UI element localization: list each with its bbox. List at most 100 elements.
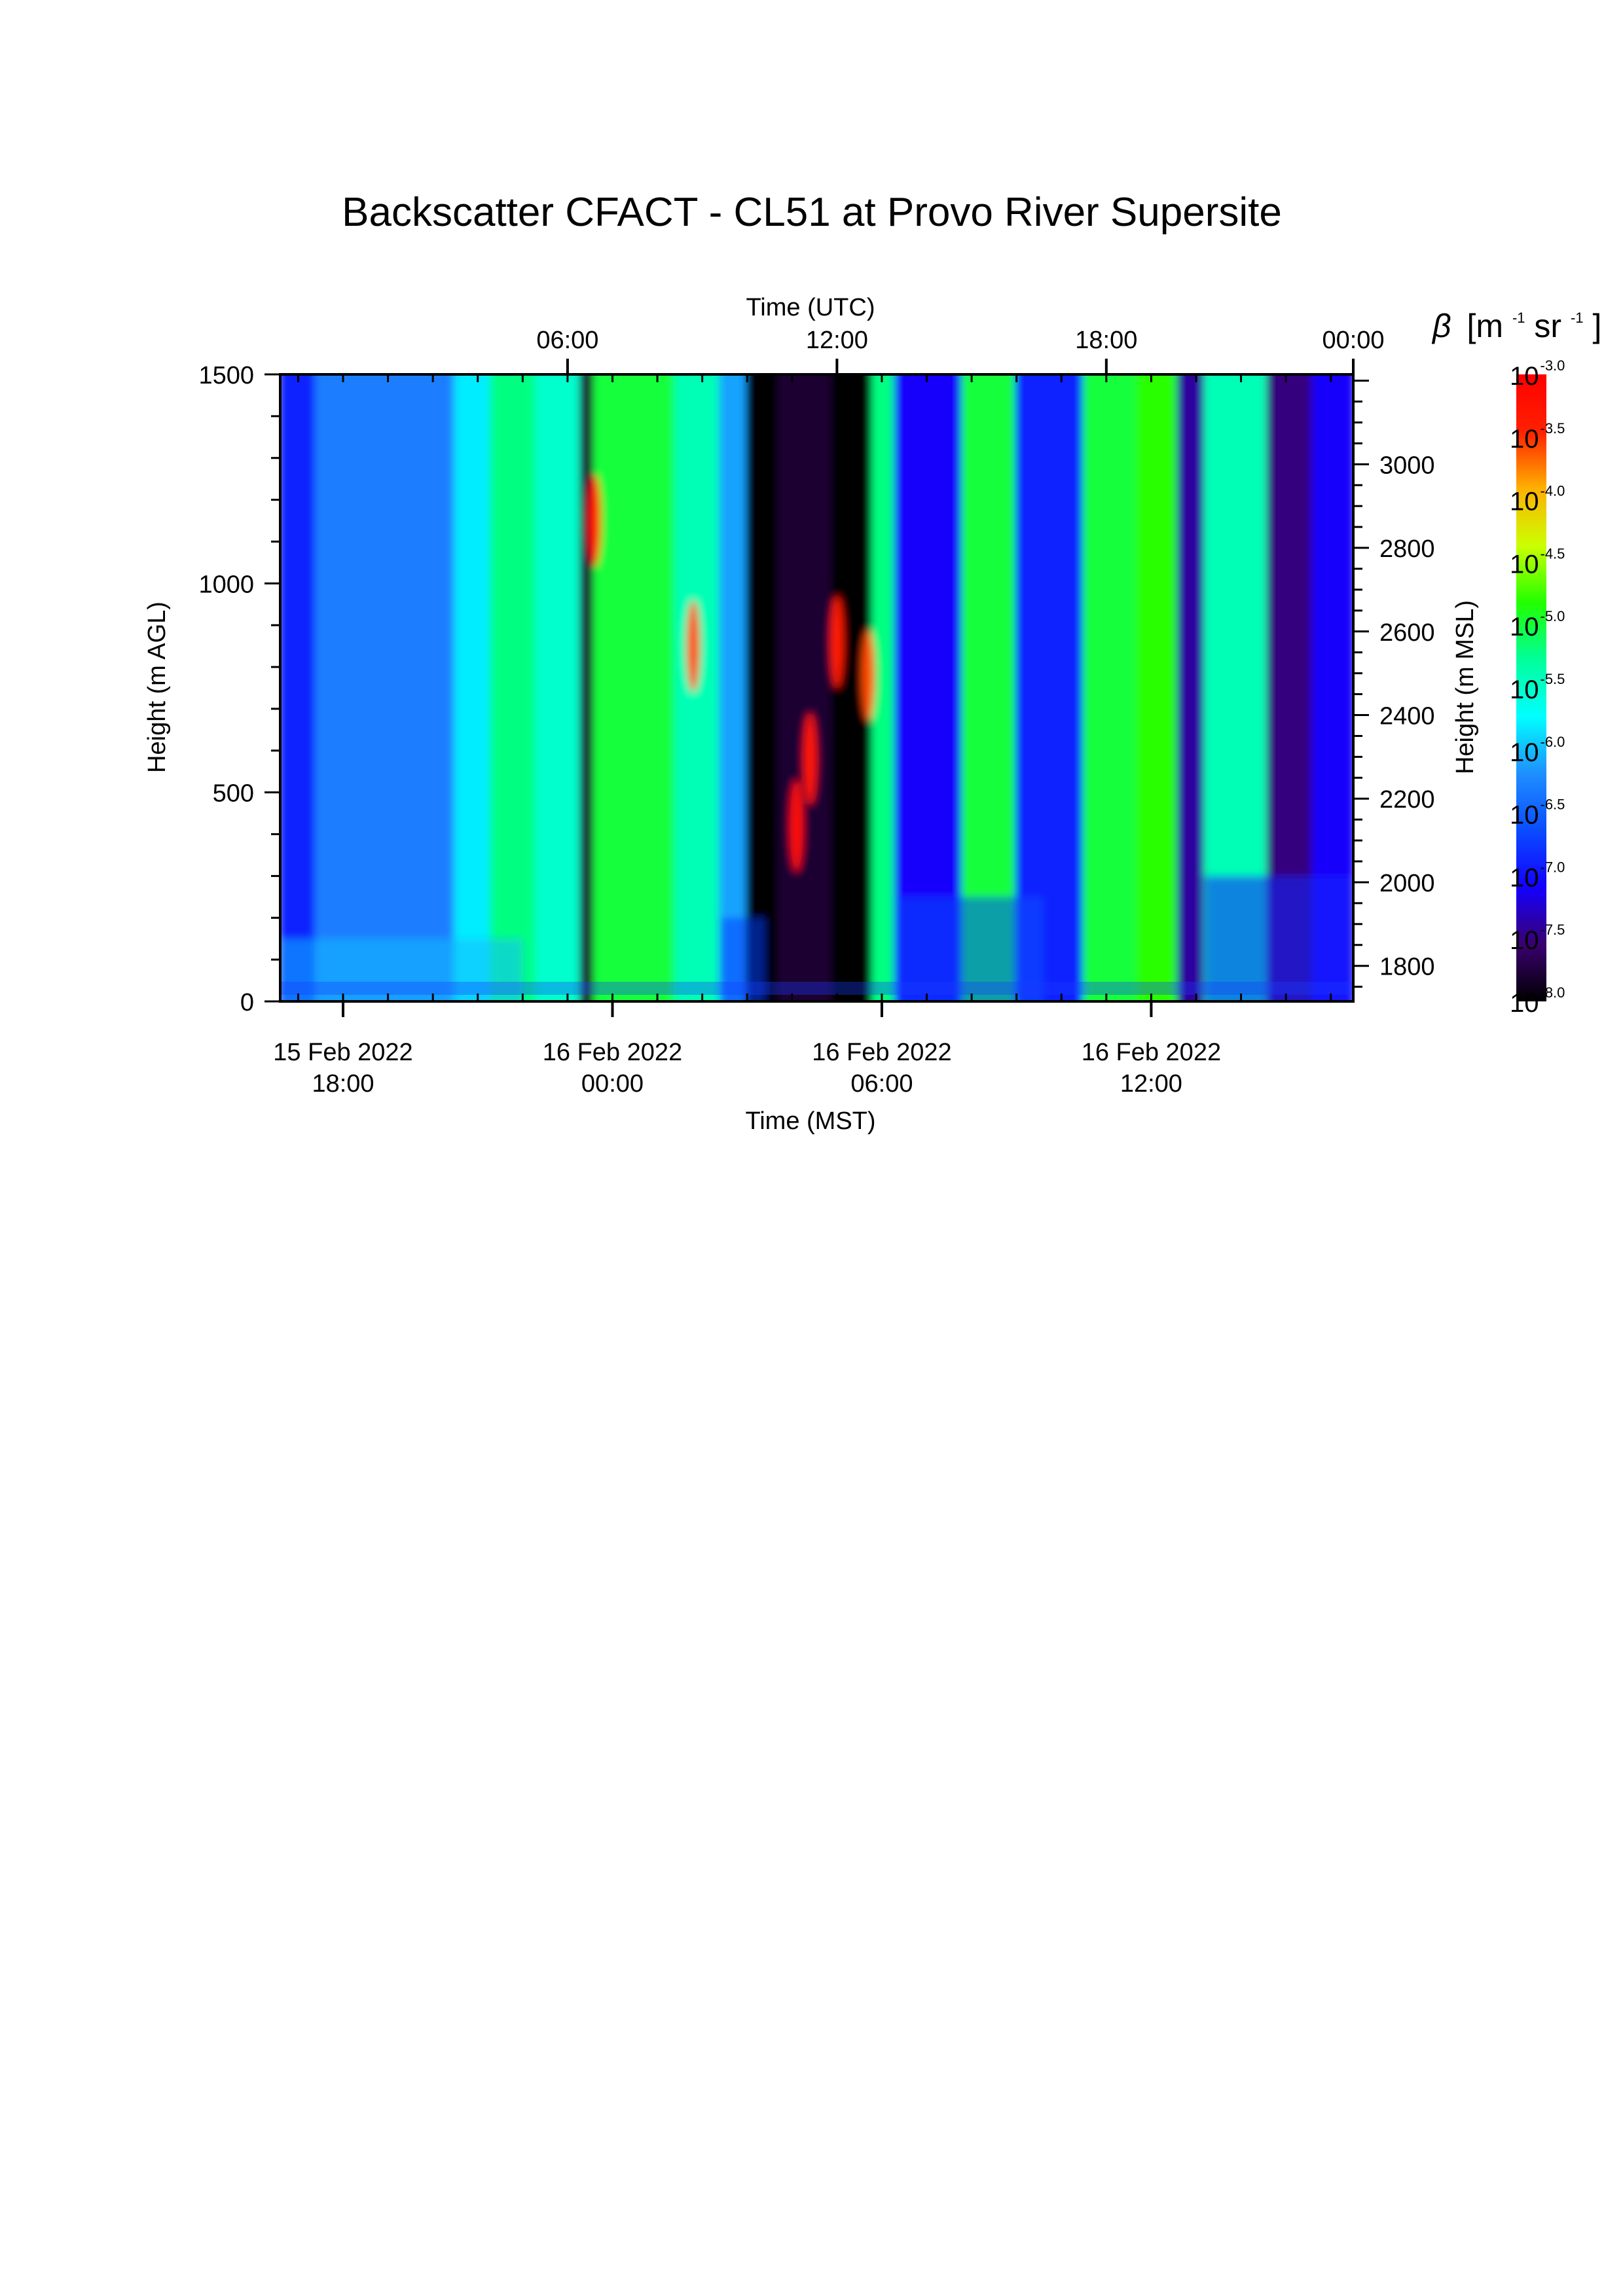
heatmap-low-layer — [1205, 876, 1353, 1001]
x-tick-label-date: 16 Feb 2022 — [543, 1039, 682, 1066]
y-left-tick-label: 500 — [213, 780, 254, 808]
colorbar-tick-exponent: -5.5 — [1541, 671, 1565, 687]
colorbar-tick-exponent: -8.0 — [1541, 984, 1565, 1001]
colorbar-labels: 10-3.010-3.510-4.010-4.510-5.010-5.510-6… — [1510, 357, 1565, 1018]
heatmap-low-layer — [280, 939, 523, 1001]
heatmap-plot-area — [280, 374, 1353, 1001]
heatmap-band — [1136, 374, 1180, 1001]
heatmap-low-layer — [720, 918, 765, 1001]
colorbar-tick-exponent: -3.5 — [1541, 420, 1565, 437]
colorbar-tick-base: 10 — [1510, 675, 1539, 704]
colorbar-title-unit-open: [m — [1467, 308, 1503, 344]
heatmap-cloud-layer — [790, 780, 803, 872]
heatmap-band — [674, 374, 722, 1001]
colorbar-title-symbol: β — [1431, 308, 1451, 344]
chart-title: Backscatter CFACT - CL51 at Provo River … — [342, 190, 1282, 235]
colorbar-tick-exponent: -6.5 — [1541, 797, 1565, 813]
y-left-tick-label: 0 — [240, 989, 254, 1016]
x-top-tick-label: 06:00 — [536, 327, 598, 354]
x-top-tick-label: 18:00 — [1075, 327, 1137, 354]
y-left-tick-label: 1000 — [198, 571, 254, 598]
colorbar-tick-label: 10-4.0 — [1510, 483, 1565, 516]
colorbar-tick-exponent: -4.0 — [1541, 483, 1565, 499]
x-tick-label-date: 15 Feb 2022 — [273, 1039, 412, 1066]
y-right-tick-label: 2200 — [1379, 786, 1435, 814]
heatmap-cloud-layer — [588, 475, 602, 567]
y-right-tick-label: 2800 — [1379, 535, 1435, 563]
plot-frame — [279, 373, 1355, 1003]
x-top-tick-label: 12:00 — [806, 327, 868, 354]
colorbar-tick-exponent: -3.0 — [1541, 357, 1565, 374]
colorbar-tick-label: 10-8.0 — [1510, 984, 1565, 1018]
y-axis-right-label: Height (m MSL) — [1451, 600, 1479, 774]
colorbar-title-exp1: -1 — [1512, 310, 1525, 326]
colorbar-tick-exponent: -6.0 — [1541, 734, 1565, 750]
heatmap-band — [746, 374, 780, 1001]
heatmap-bands — [280, 374, 1353, 1001]
heatmap-cloud-layer — [686, 600, 700, 692]
colorbar-tick-base: 10 — [1510, 362, 1539, 391]
x-axis-top-label: Time (UTC) — [746, 294, 875, 321]
x-tick-label-time: 00:00 — [581, 1070, 644, 1098]
y-left-tick-label: 1500 — [198, 362, 254, 389]
colorbar-tick-label: 10-6.5 — [1510, 797, 1565, 830]
y-axis-left-label: Height (m AGL) — [143, 601, 171, 773]
colorbar-tick-base: 10 — [1510, 989, 1539, 1018]
heatmap-band — [719, 374, 749, 1001]
colorbar-title-unit-close: ] — [1592, 308, 1601, 344]
colorbar-tick-label: 10-3.5 — [1510, 420, 1565, 454]
heatmap-ground-band — [280, 982, 1353, 995]
heatmap-band — [534, 374, 583, 1001]
x-tick-label-time: 18:00 — [312, 1070, 374, 1098]
colorbar: 10-3.010-3.510-4.010-4.510-5.010-5.510-6… — [1431, 293, 1601, 1018]
x-top-tick-label: 00:00 — [1322, 327, 1384, 354]
colorbar-tick-base: 10 — [1510, 425, 1539, 454]
colorbar-tick-base: 10 — [1510, 488, 1539, 516]
y-right-tick-label: 2400 — [1379, 703, 1435, 730]
colorbar-tick-label: 10-7.0 — [1510, 859, 1565, 892]
colorbar-title: β [m -1 sr -1 ] — [1431, 293, 1601, 344]
y-right-tick-label: 3000 — [1379, 452, 1435, 479]
x-tick-label-date: 16 Feb 2022 — [812, 1039, 951, 1066]
heatmap-band — [490, 374, 538, 1001]
heatmap-band — [593, 374, 677, 1001]
colorbar-tick-exponent: -7.5 — [1541, 922, 1565, 938]
colorbar-tick-base: 10 — [1510, 738, 1539, 767]
y-right-tick-label: 2600 — [1379, 619, 1435, 647]
axes: 15 Feb 2022 18:00 16 Feb 2022 00:00 16 Feb 2… — [198, 327, 1434, 1098]
colorbar-tick-base: 10 — [1510, 926, 1539, 955]
colorbar-tick-base: 10 — [1510, 863, 1539, 892]
heatmap-low-layer — [895, 897, 1044, 1001]
heatmap-cloud-layer — [862, 629, 875, 721]
heatmap-band — [777, 374, 834, 1001]
heatmap-band — [280, 374, 318, 1001]
y-right-tick-label: 1800 — [1379, 954, 1435, 981]
x-tick-label-time: 06:00 — [850, 1070, 913, 1098]
heatmap-band — [871, 374, 897, 1001]
x-tick-label-date: 16 Feb 2022 — [1082, 1039, 1221, 1066]
colorbar-tick-label: 10-7.5 — [1510, 922, 1565, 955]
colorbar-tick-exponent: -7.0 — [1541, 859, 1565, 875]
colorbar-tick-label: 10-5.5 — [1510, 671, 1565, 704]
colorbar-tick-base: 10 — [1510, 613, 1539, 641]
heatmap-band — [454, 374, 493, 1001]
colorbar-title-exp2: -1 — [1571, 310, 1584, 326]
x-tick-label-time: 12:00 — [1120, 1070, 1182, 1098]
colorbar-tick-base: 10 — [1510, 801, 1539, 830]
colorbar-tick-label: 10-4.5 — [1510, 545, 1565, 579]
colorbar-tick-label: 10-5.0 — [1510, 608, 1565, 641]
heatmap-band — [1082, 374, 1139, 1001]
colorbar-tick-exponent: -4.5 — [1541, 545, 1565, 562]
colorbar-tick-exponent: -5.0 — [1541, 608, 1565, 624]
colorbar-tick-base: 10 — [1510, 550, 1539, 579]
heatmap-band — [1176, 374, 1207, 1001]
heatmap-band — [314, 374, 457, 1001]
x-axis-bottom-label: Time (MST) — [745, 1107, 875, 1135]
colorbar-gradient — [1516, 374, 1546, 1001]
y-right-tick-label: 2000 — [1379, 870, 1435, 897]
colorbar-tick-label: 10-3.0 — [1510, 357, 1565, 391]
colorbar-title-unit-mid: sr — [1534, 308, 1561, 344]
heatmap-cloud-layer — [803, 713, 817, 805]
colorbar-tick-label: 10-6.0 — [1510, 734, 1565, 767]
